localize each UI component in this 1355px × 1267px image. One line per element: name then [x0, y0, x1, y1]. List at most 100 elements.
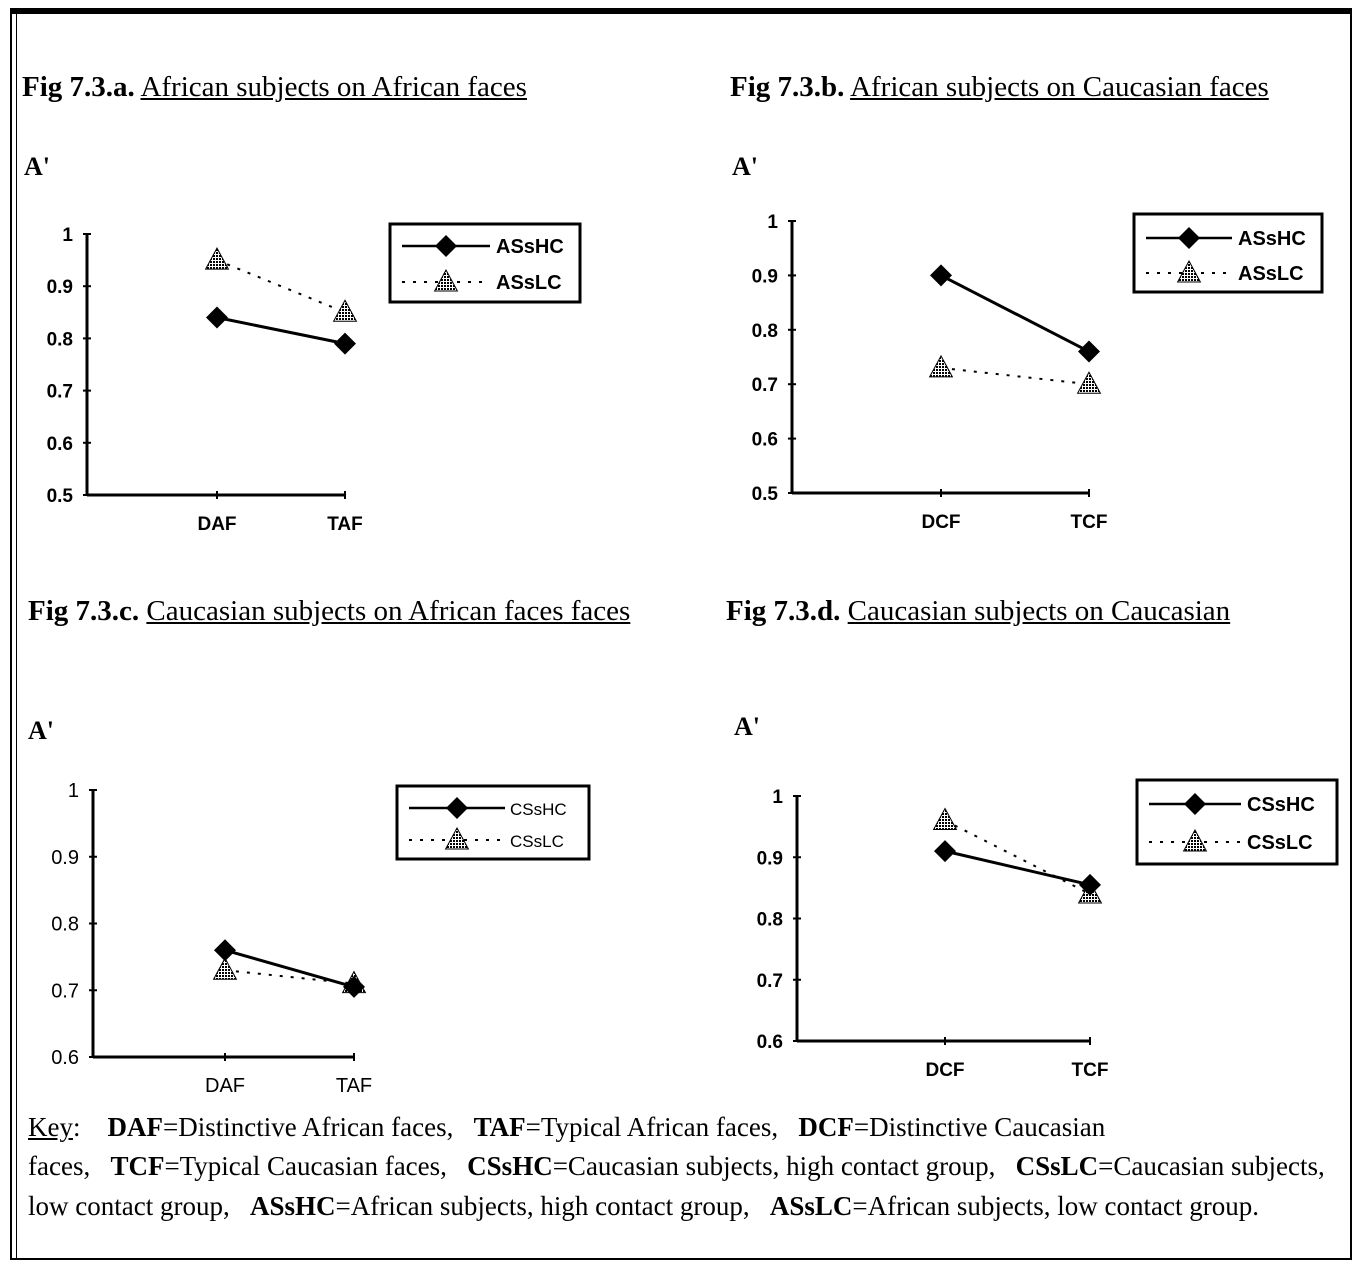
chart-4: 0.6 0.7 0.8 0.9 1 DCF TCF CSsHC CSsLC	[757, 778, 1339, 1081]
key-text-daf: =Distinctive African faces,	[163, 1112, 454, 1142]
key-abbr-tcf: TCF	[110, 1151, 165, 1182]
key-abbr-csslc: CSsLC	[1015, 1151, 1099, 1182]
legend: ASsHC ASsLC	[388, 222, 582, 304]
point-csshc-daf	[214, 939, 236, 962]
key-abbr-csshc: CSsHC	[467, 1151, 553, 1182]
point-csshc-dcf	[934, 840, 956, 863]
y-tick-label: 0.7	[47, 382, 73, 403]
y-tick-label: 0.6	[752, 430, 778, 451]
x-tick-label: TAF	[336, 1075, 372, 1097]
legend-marker-csshc	[446, 797, 468, 819]
y-tick-label: 0.9	[752, 266, 778, 287]
key-block: Key: DAF=Distinctive African faces, TAF=…	[28, 1112, 1325, 1221]
ylabel-c: A'	[28, 716, 54, 745]
x-tick-label: TCF	[1071, 512, 1108, 533]
legend-marker-asshc	[1178, 227, 1200, 249]
y-tick-label: 0.8	[51, 914, 79, 936]
point-csslc-dcf	[932, 807, 958, 830]
point-asslc-dcf	[928, 354, 954, 378]
y-tick-label: 1	[62, 225, 73, 246]
point-asshc-tcf	[1078, 340, 1100, 363]
key-abbr-dcf: DCF	[798, 1112, 854, 1142]
legend-label-csslc: CSsLC	[1247, 832, 1313, 854]
series-line-asslc	[216, 259, 346, 314]
legend-label-asslc: ASsLC	[1238, 263, 1304, 285]
legend-box	[1135, 778, 1339, 866]
legend: CSsHC CSsLC	[1135, 778, 1339, 866]
legend-box	[1132, 212, 1324, 294]
key-text-dcf: =Distinctive Caucasian faces,	[28, 1112, 1106, 1182]
point-asslc-taf	[332, 299, 358, 322]
y-tick-label: 0.7	[757, 971, 783, 992]
key-abbr-taf: TAF	[473, 1112, 526, 1142]
x-tick-label: DCF	[925, 1060, 964, 1081]
chart-3: 0.6 0.7 0.8 0.9 1 DAF TAF CSsHC CSsLC	[51, 780, 591, 1097]
point-csshc-tcf	[1079, 873, 1101, 896]
y-tick-label: 0.8	[757, 910, 783, 931]
key-text-csslc: =Caucasian subjects, low contact group,	[28, 1151, 1325, 1221]
y-tick-label: 0.8	[752, 321, 778, 342]
legend-marker-csslc	[444, 826, 470, 850]
series-line-csshc	[944, 849, 1091, 887]
y-tick-label: 1	[767, 212, 778, 233]
key-text-asshc: =African subjects, high contact group,	[335, 1190, 750, 1221]
y-tick-label: 1	[68, 780, 79, 802]
y-tick-label: 1	[772, 787, 783, 808]
point-asslc-tcf	[1076, 371, 1102, 394]
point-asslc-daf	[204, 247, 230, 270]
legend: ASsHC ASsLC	[1132, 212, 1324, 294]
y-tick-label: 0.5	[752, 484, 779, 505]
point-csshc-taf	[343, 975, 365, 998]
y-tick-label: 0.7	[51, 980, 79, 1002]
ylabel-b: A'	[732, 152, 758, 181]
key-abbr-asshc: ASsHC	[249, 1190, 336, 1221]
legend-marker-asslc	[1176, 259, 1202, 283]
key-text-tcf: =Typical Caucasian faces,	[164, 1151, 447, 1182]
x-tick-label: TAF	[327, 514, 363, 535]
key-text-asslc: =African subjects, low contact group.	[852, 1190, 1259, 1221]
legend-label-asshc: ASsHC	[1238, 228, 1306, 250]
legend-marker-asshc	[435, 235, 457, 257]
legend-label-csshc: CSsHC	[510, 800, 567, 819]
key-abbr-asslc: ASsLC	[769, 1190, 853, 1221]
legend-marker-asslc	[433, 268, 459, 292]
chart-2: 0.5 0.6 0.7 0.8 0.9 1 DCF TCF ASsHC ASsLC	[752, 212, 1324, 533]
point-asshc-dcf	[930, 264, 952, 287]
y-tick-label: 0.6	[757, 1032, 783, 1053]
fig-title-b: Fig 7.3.b. African subjects on Caucasian…	[730, 71, 1269, 103]
y-tick-label: 0.7	[752, 375, 778, 396]
legend-marker-csslc	[1182, 828, 1208, 852]
legend-marker-csshc	[1184, 793, 1206, 815]
x-tick-label: DCF	[921, 512, 960, 533]
series-line-asshc	[940, 274, 1090, 353]
y-tick-label: 0.9	[757, 848, 783, 869]
y-tick-label: 0.6	[47, 434, 73, 455]
legend-box	[388, 222, 582, 304]
legend: CSsHC CSsLC	[395, 784, 591, 861]
legend-label-csslc: CSsLC	[510, 832, 564, 851]
key-entries: DAF=Distinctive African faces, TAF=Typic…	[28, 1112, 1325, 1221]
x-tick-label: DAF	[197, 514, 236, 535]
x-tick-label: TCF	[1072, 1060, 1109, 1081]
chart-1: 0.5 0.6 0.7 0.8 0.9 1 DAF TAF ASsHC ASsLC	[47, 222, 582, 535]
legend-label-asslc: ASsLC	[496, 272, 562, 294]
legend-label-csshc: CSsHC	[1247, 794, 1315, 816]
legend-box	[395, 784, 591, 861]
point-asshc-daf	[206, 306, 228, 329]
series-line-csshc	[224, 948, 355, 989]
y-tick-label: 0.6	[51, 1047, 79, 1069]
fig-title-a: Fig 7.3.a. African subjects on African f…	[22, 71, 527, 103]
fig-title-c: Fig 7.3.c. Caucasian subjects on African…	[28, 595, 631, 627]
y-tick-label: 0.9	[47, 277, 73, 298]
fig-title-d: Fig 7.3.d. Caucasian subjects on Caucasi…	[726, 595, 1231, 627]
figure-frame	[10, 8, 1352, 1260]
ylabel-d: A'	[734, 712, 760, 741]
y-tick-label: 0.5	[47, 486, 74, 507]
legend-label-asshc: ASsHC	[496, 236, 564, 258]
ylabel-a: A'	[24, 152, 50, 181]
key-text-taf: =Typical African faces,	[525, 1112, 779, 1142]
key-text-csshc: =Caucasian subjects, high contact group,	[552, 1151, 996, 1182]
key-label: Key	[28, 1112, 73, 1142]
y-tick-label: 0.9	[51, 847, 79, 869]
point-asshc-taf	[334, 332, 356, 355]
